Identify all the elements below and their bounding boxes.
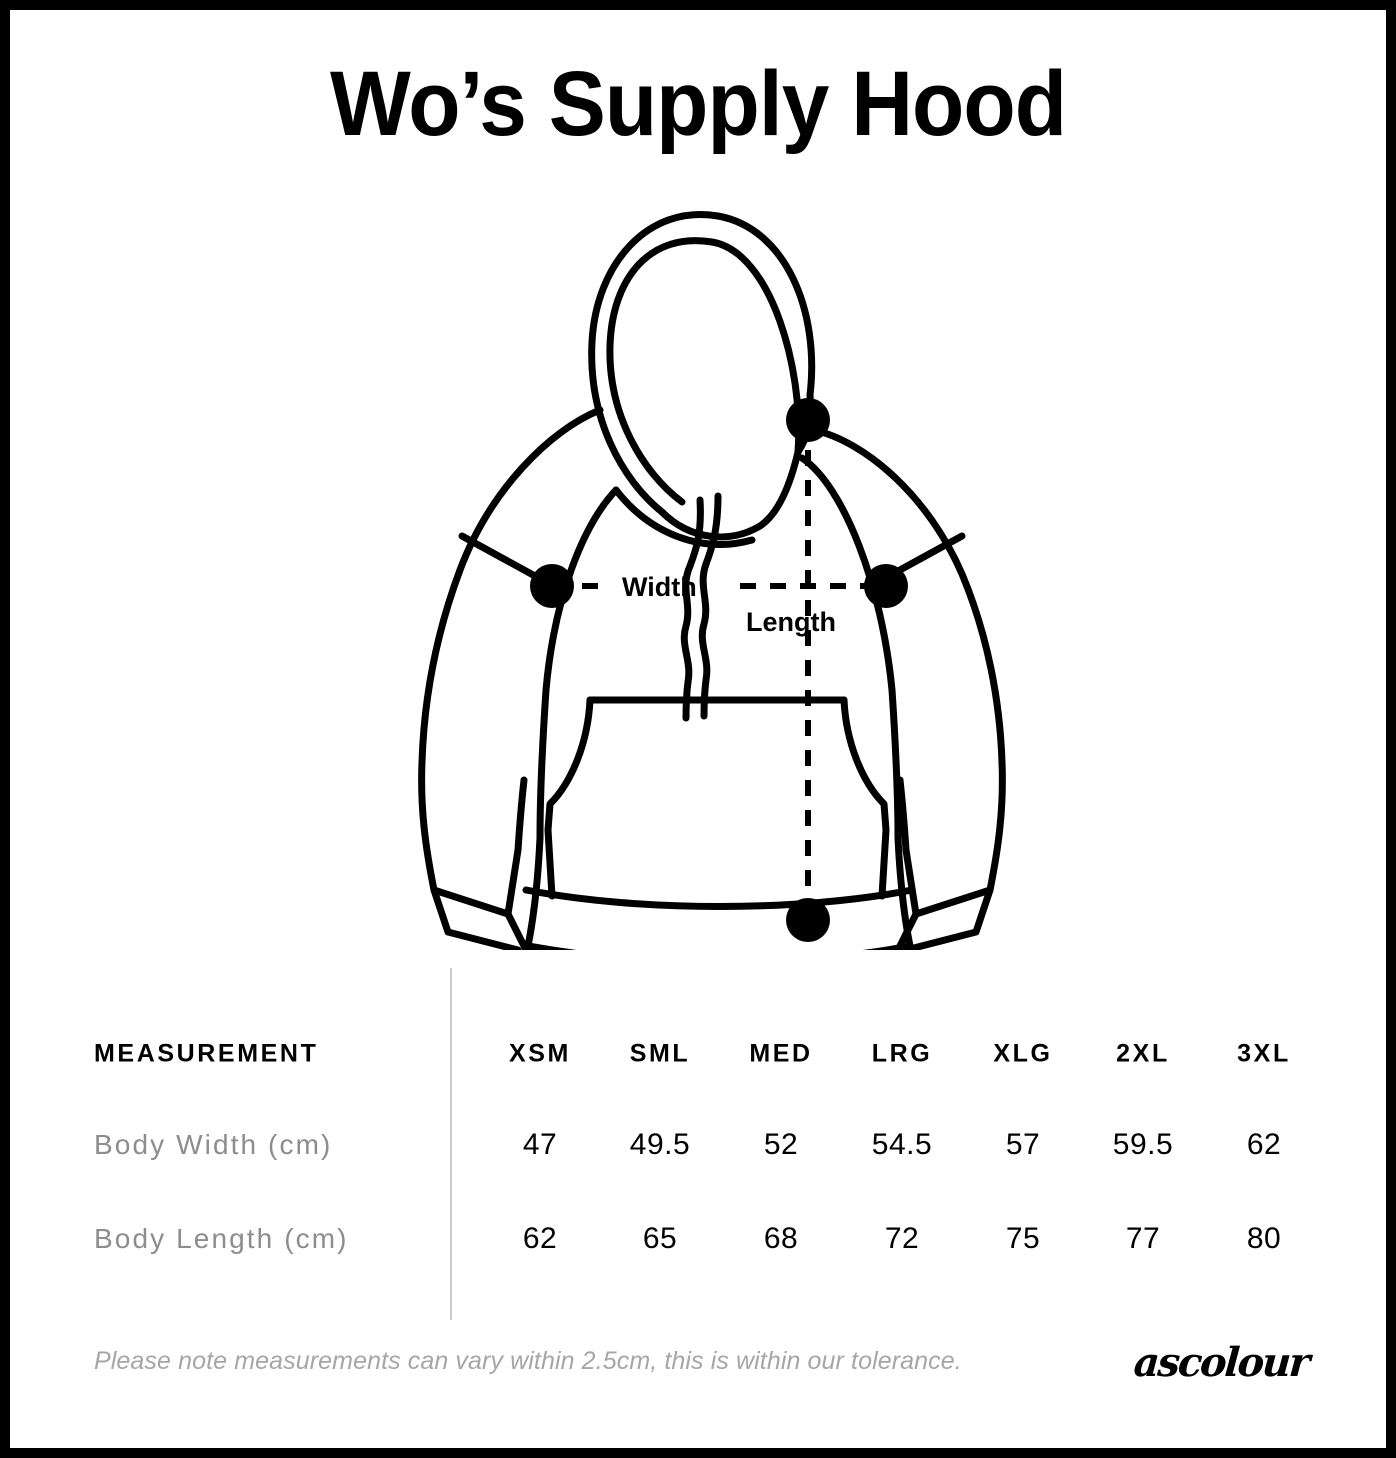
- size-chart-page: Wo’s Supply Hood: [10, 10, 1386, 1448]
- cell-body-length-sml: 65: [642, 1222, 678, 1255]
- cell-body-length-2xl: 77: [1125, 1222, 1161, 1255]
- cell-body-width-sml: 49.5: [629, 1128, 691, 1161]
- right-cuff-inner: [896, 776, 920, 918]
- pocket-right: [840, 696, 890, 900]
- width-marker-right: [864, 564, 908, 608]
- width-marker-left: [530, 564, 574, 608]
- size-header-xlg: XLG: [993, 1039, 1053, 1068]
- cell-body-length-med: 68: [763, 1222, 799, 1255]
- cell-body-length-3xl: 80: [1246, 1222, 1282, 1255]
- length-marker-top: [786, 398, 830, 442]
- right-cuff-bottom: [902, 886, 994, 950]
- collar-lower: [612, 486, 756, 548]
- right-shoulder-top: [810, 426, 1006, 766]
- size-header-med: MED: [749, 1039, 813, 1068]
- length-marker-bottom: [786, 898, 830, 942]
- left-cuff-edge: [504, 910, 530, 950]
- left-underarm-seam: [458, 532, 550, 586]
- size-header-2xl: 2XL: [1116, 1039, 1170, 1068]
- cell-body-width-xsm: 47: [522, 1128, 558, 1161]
- right-body-side: [894, 834, 914, 950]
- left-cuff-top: [430, 886, 512, 918]
- tolerance-note: Please note measurements can vary within…: [94, 1347, 962, 1375]
- neckline: [658, 448, 802, 541]
- hood-inner-line: [606, 237, 803, 506]
- left-body-side: [524, 834, 544, 950]
- cell-body-width-2xl: 59.5: [1112, 1128, 1174, 1161]
- width-measurement-label: Width: [622, 572, 697, 602]
- measurement-markers: [530, 398, 908, 942]
- left-cuff-bottom: [430, 886, 522, 950]
- size-header-sml: SML: [629, 1039, 691, 1068]
- right-raglan-seam: [798, 454, 902, 842]
- row-label-body-length: Body Length (cm): [94, 1223, 349, 1254]
- right-sleeve-outer: [986, 758, 1006, 894]
- cell-body-length-xsm: 62: [522, 1222, 558, 1255]
- size-header-lrg: LRG: [871, 1039, 933, 1068]
- length-measurement-label: Length: [746, 607, 836, 637]
- size-header-3xl: 3XL: [1237, 1039, 1291, 1068]
- row-label-body-width: Body Width (cm): [94, 1129, 333, 1160]
- drawstring-left-top: [686, 496, 704, 570]
- left-raglan-seam: [536, 486, 620, 842]
- brand-logo: ascolour: [1132, 1339, 1310, 1386]
- waistband-top: [522, 886, 916, 910]
- cell-body-width-med: 52: [763, 1128, 799, 1161]
- drawstring-left-cord: [680, 562, 694, 722]
- cell-body-width-xlg: 57: [1005, 1128, 1041, 1161]
- left-cuff-inner: [504, 776, 528, 918]
- size-header-xsm: XSM: [509, 1039, 571, 1068]
- cell-body-width-3xl: 62: [1246, 1128, 1282, 1161]
- drawstring-right-cord: [698, 560, 711, 720]
- drawstring-right-top: [702, 492, 722, 568]
- measurement-column-header: MEASUREMENT: [94, 1039, 319, 1068]
- hood-outer-line: [588, 211, 816, 516]
- right-cuff-top: [912, 886, 994, 918]
- cell-body-width-lrg: 54.5: [871, 1128, 933, 1161]
- waistband-bottom: [524, 942, 914, 950]
- table-vertical-divider: [450, 968, 452, 1320]
- hoodie-diagram: [400, 190, 1040, 950]
- left-sleeve-outer: [418, 758, 438, 894]
- left-shoulder-top: [418, 406, 604, 766]
- cell-body-length-xlg: 75: [1005, 1222, 1041, 1255]
- page-title: Wo’s Supply Hood: [329, 53, 1067, 155]
- pocket-left: [544, 696, 594, 900]
- cell-body-length-lrg: 72: [884, 1222, 920, 1255]
